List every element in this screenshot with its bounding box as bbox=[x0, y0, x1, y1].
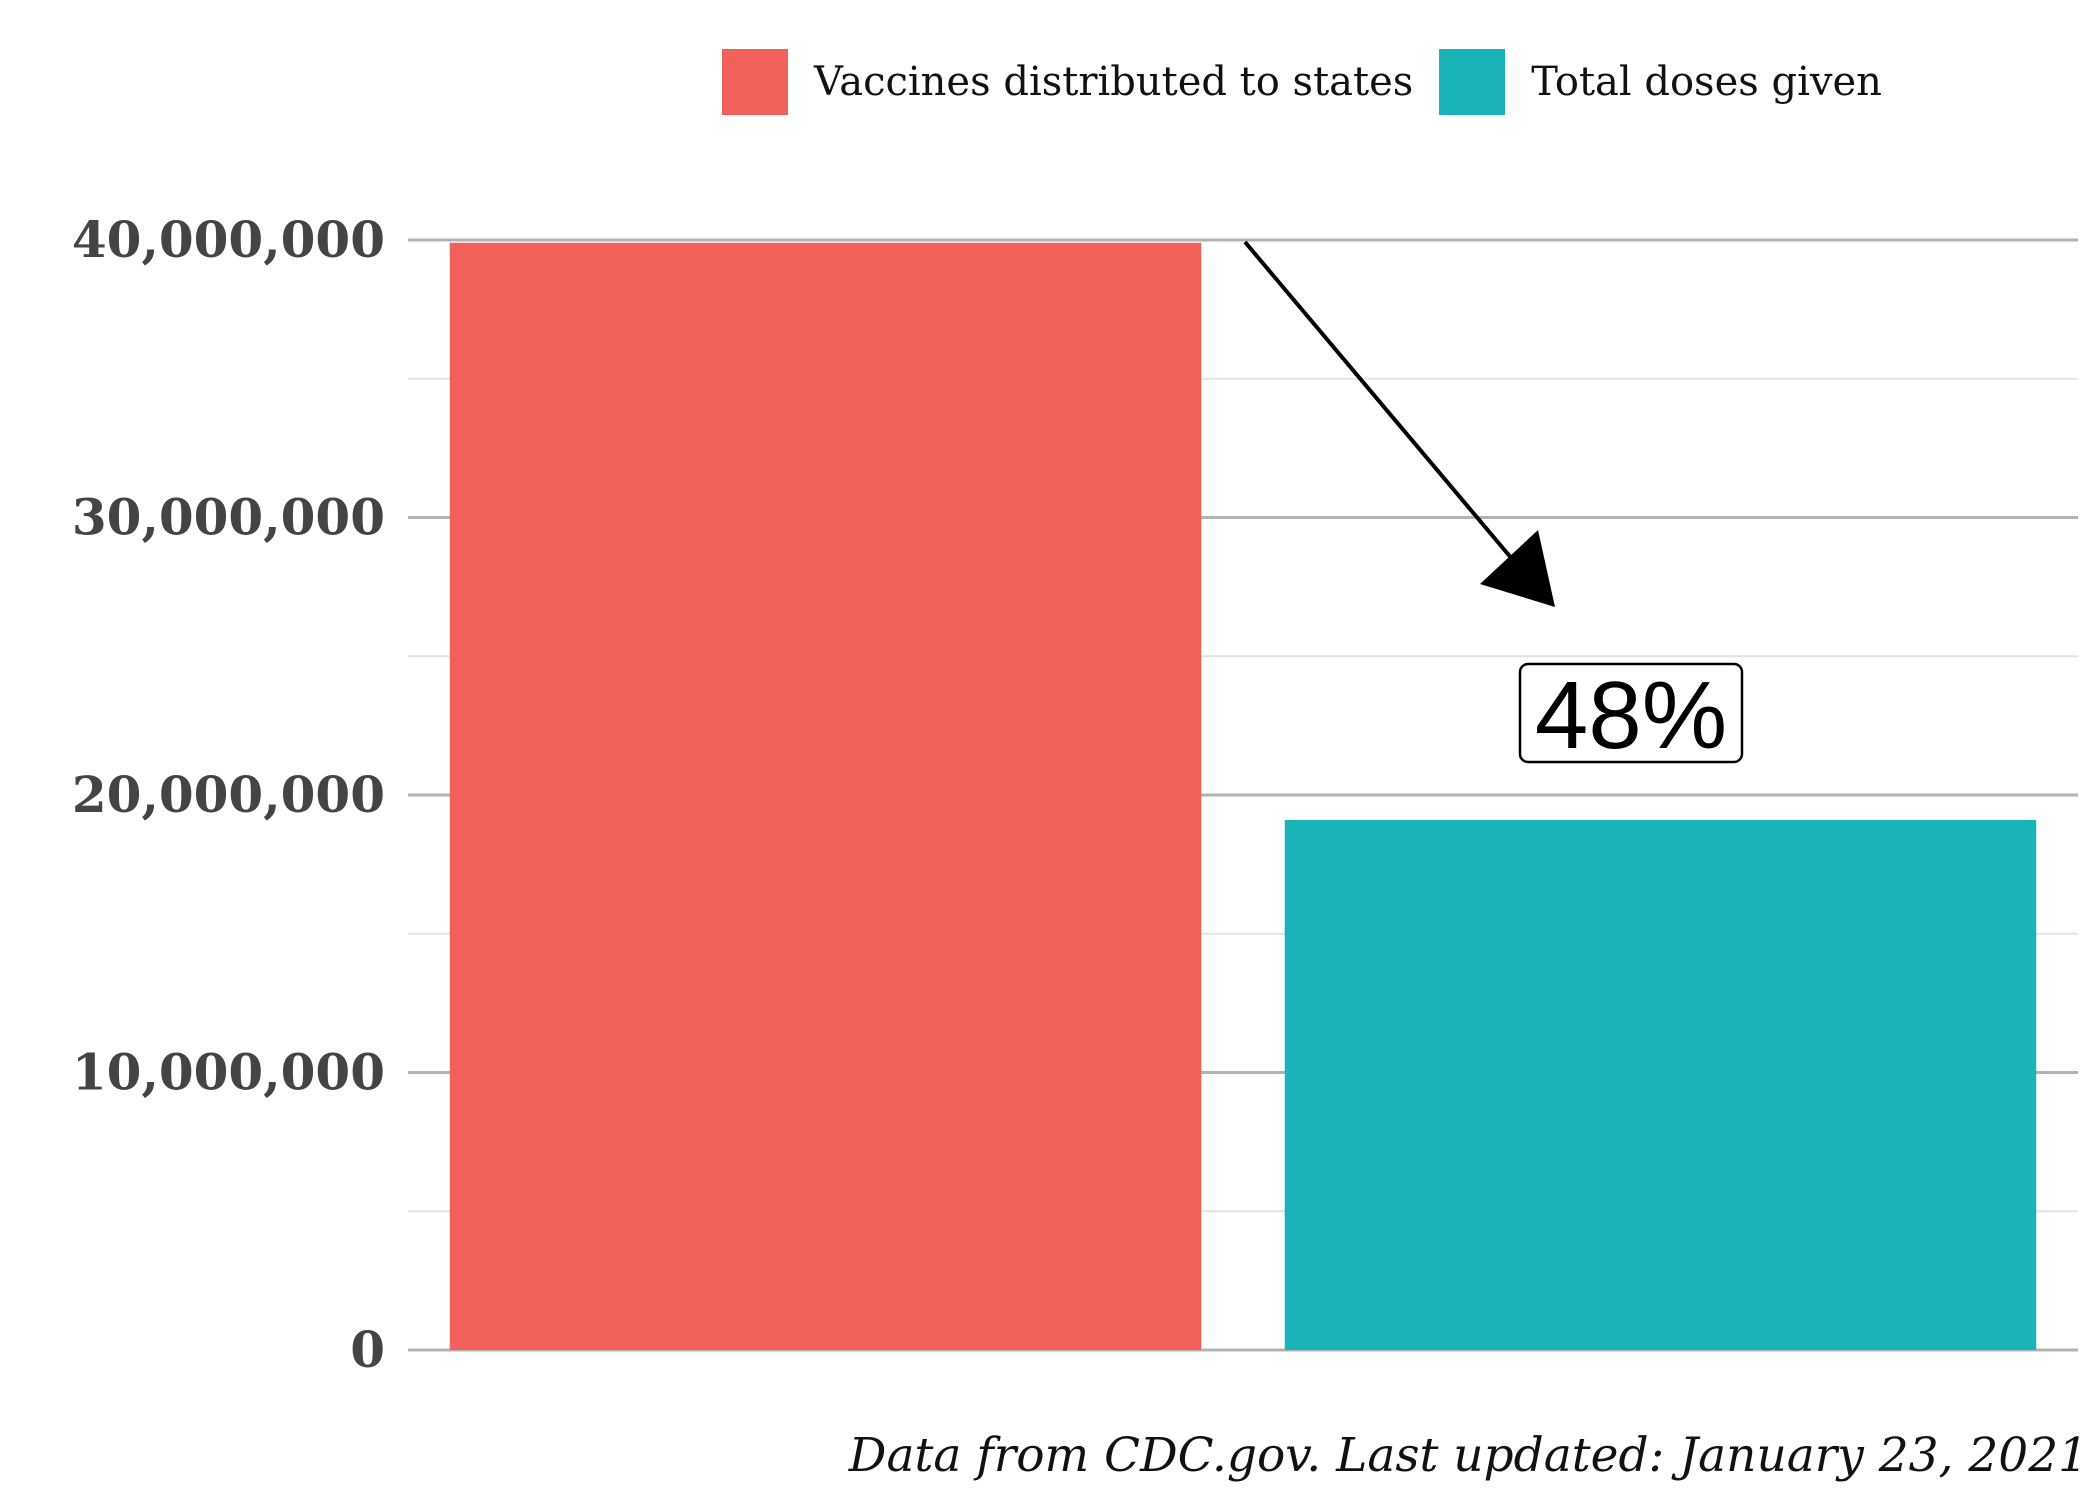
annotation-arrow bbox=[1243, 240, 1552, 606]
y-tick-label: 40,000,000 bbox=[72, 210, 385, 269]
legend: Vaccines distributed to states Total dos… bbox=[722, 48, 1908, 116]
bar-doses-given bbox=[1284, 819, 2037, 1350]
y-tick-label: 10,000,000 bbox=[72, 1043, 385, 1102]
legend-swatch-doses-given bbox=[1439, 49, 1506, 115]
annotation-arrowhead bbox=[1480, 530, 1555, 607]
annotation-label: 48% bbox=[1535, 662, 1727, 769]
legend-swatch-distributed bbox=[722, 49, 788, 115]
bar-vaccines-distributed bbox=[449, 242, 1202, 1350]
y-tick-label: 30,000,000 bbox=[72, 488, 385, 547]
y-tick-label: 0 bbox=[350, 1320, 385, 1379]
annotation: 48% bbox=[1243, 240, 1744, 769]
legend-label-distributed: Vaccines distributed to states bbox=[814, 59, 1414, 105]
legend-item-distributed: Vaccines distributed to states bbox=[722, 49, 1413, 115]
chart-caption: Data from CDC.gov. Last updated: January… bbox=[848, 1428, 2088, 1483]
y-tick-label: 20,000,000 bbox=[72, 765, 385, 824]
annotation-label-box bbox=[1518, 662, 1744, 764]
y-axis-tick-labels: 0 10,000,000 20,000,000 30,000,000 40,000,00… bbox=[72, 210, 385, 1379]
legend-label-doses-given: Total doses given bbox=[1531, 59, 1882, 105]
legend-item-doses-given: Total doses given bbox=[1439, 49, 1882, 115]
bars bbox=[449, 242, 2037, 1350]
